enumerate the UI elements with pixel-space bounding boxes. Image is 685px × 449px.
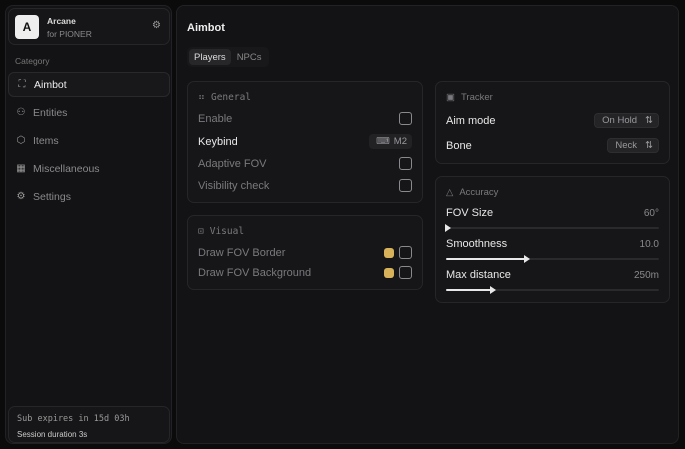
- chevron-updown-icon: ⇅: [645, 115, 653, 126]
- keybind-label: Keybind: [198, 135, 238, 148]
- section-title: General: [210, 92, 252, 103]
- keybind-value: M2: [393, 136, 407, 147]
- grid-icon: ▦: [16, 163, 26, 174]
- bone-value: Neck: [615, 140, 638, 151]
- slider-label: FOV Size: [446, 207, 494, 219]
- enable-label: Enable: [198, 112, 233, 125]
- chevron-updown-icon: ⇅: [645, 140, 653, 151]
- slider-value: 10.0: [639, 238, 659, 250]
- aim-mode-select[interactable]: On Hold ⇅: [594, 113, 659, 128]
- slider-fill: [446, 258, 525, 260]
- draw-fov-background-checkbox[interactable]: [399, 266, 412, 279]
- border-color-swatch[interactable]: [384, 247, 394, 258]
- sidebar-item-label: Settings: [33, 190, 71, 203]
- draw-fov-border-label: Draw FOV Border: [198, 246, 286, 259]
- crosshair-icon: ⛶: [18, 79, 26, 90]
- app-subtitle: for PIONER: [47, 29, 92, 39]
- slider-row: FOV Size 60°: [446, 207, 659, 219]
- sidebar-item-items[interactable]: ⬡ Items: [8, 128, 170, 153]
- bone-select[interactable]: Neck ⇅: [607, 138, 659, 153]
- users-icon: ⚇: [16, 107, 26, 118]
- sidebar-item-label: Aimbot: [34, 78, 67, 91]
- slider-thumb[interactable]: [445, 224, 451, 232]
- visibility-check-label: Visibility check: [198, 179, 270, 192]
- background-color-swatch[interactable]: [384, 267, 394, 278]
- session-duration: Session duration 3s: [17, 430, 88, 439]
- sidebar-item-aimbot[interactable]: ⛶ Aimbot: [8, 72, 170, 97]
- keybind-button[interactable]: ⌨ M2: [369, 134, 412, 149]
- aim-mode-label: Aim mode: [446, 114, 496, 127]
- sidebar-item-label: Entities: [33, 106, 68, 119]
- gear-icon: ⚙: [16, 191, 26, 202]
- bone-label: Bone: [446, 139, 472, 152]
- slider-track[interactable]: [446, 255, 659, 263]
- tab-npcs[interactable]: NPCs: [236, 51, 262, 63]
- aim-mode-value: On Hold: [602, 115, 638, 126]
- slider-track[interactable]: [445, 224, 659, 232]
- slider-label: Smoothness: [446, 238, 508, 250]
- visual-card: ⊡ Visual Draw FOV Border Draw FOV Backgro…: [187, 215, 423, 290]
- visibility-check-checkbox[interactable]: [399, 179, 412, 192]
- tabs: Players NPCs: [187, 47, 269, 67]
- keyboard-icon: ⌨: [376, 136, 390, 147]
- accuracy-card: △ Accuracy FOV Size 60° Smoothness 10.0 Max d…: [435, 176, 670, 303]
- general-card: ⠶ General Enable Keybind ⌨ M2 Adaptive FOV …: [187, 81, 423, 203]
- section-title: Accuracy: [459, 187, 499, 198]
- sidebar-item-settings[interactable]: ⚙ Settings: [8, 184, 170, 209]
- sub-expires: Sub expires in 15d 03h: [17, 414, 130, 424]
- slider-fill: [446, 289, 491, 291]
- box-icon: ⬡: [16, 135, 26, 146]
- sidebar-item-entities[interactable]: ⚇ Entities: [8, 100, 170, 125]
- sidebar: [5, 5, 172, 444]
- sidebar-item-miscellaneous[interactable]: ▦ Miscellaneous: [8, 156, 170, 181]
- adaptive-fov-checkbox[interactable]: [399, 157, 412, 170]
- sidebar-item-label: Miscellaneous: [33, 162, 100, 175]
- slider-row: Max distance 250m: [446, 269, 659, 281]
- draw-fov-background-label: Draw FOV Background: [198, 266, 312, 279]
- page-title: Aimbot: [187, 22, 225, 34]
- slider-row: Smoothness 10.0: [446, 238, 659, 250]
- app-logo: A: [15, 15, 39, 39]
- section-title: Tracker: [460, 92, 493, 103]
- slider-track[interactable]: [446, 286, 659, 294]
- sidebar-item-label: Items: [33, 134, 59, 147]
- subscription-footer: Sub expires in 15d 03h Session duration …: [8, 406, 170, 443]
- slider-label: Max distance: [446, 269, 511, 281]
- draw-fov-border-checkbox[interactable]: [399, 246, 412, 259]
- adaptive-fov-label: Adaptive FOV: [198, 157, 267, 170]
- settings-gear-icon[interactable]: ⚙: [152, 20, 161, 31]
- enable-checkbox[interactable]: [399, 112, 412, 125]
- tracker-icon: ▣: [446, 92, 455, 103]
- slider-thumb[interactable]: [523, 255, 530, 263]
- slider-value: 60°: [643, 207, 659, 219]
- category-label: Category: [15, 56, 50, 66]
- general-icon: ⠶: [198, 92, 205, 103]
- tracker-card: ▣ Tracker Aim mode On Hold ⇅ Bone Neck ⇅: [435, 81, 670, 164]
- slider-value: 250m: [633, 269, 659, 281]
- visual-icon: ⊡: [198, 226, 204, 237]
- tab-players[interactable]: Players: [189, 49, 231, 65]
- warning-triangle-icon: △: [446, 187, 454, 198]
- app-name: Arcane: [47, 16, 76, 26]
- app-header: A Arcane for PIONER ⚙: [8, 8, 170, 45]
- section-title: Visual: [209, 226, 245, 237]
- slider-thumb[interactable]: [489, 286, 496, 294]
